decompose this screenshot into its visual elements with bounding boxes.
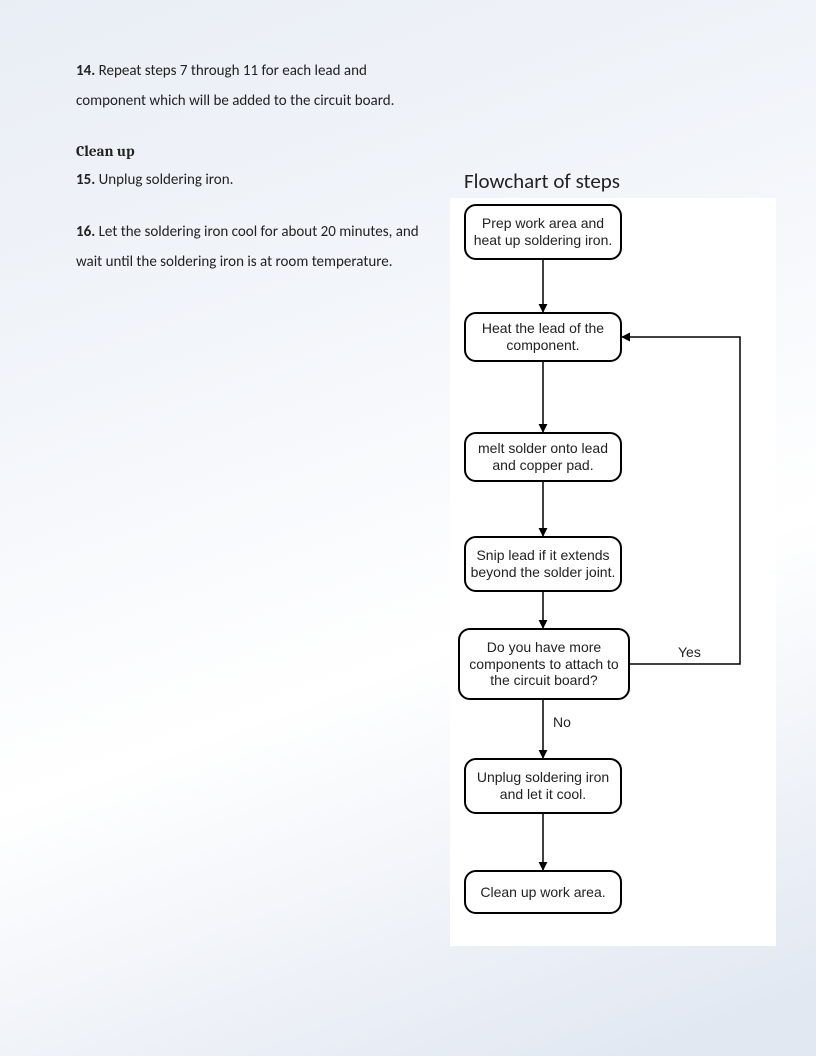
- flow-edge: [622, 337, 740, 664]
- cleanup-heading: Clean up: [76, 138, 436, 165]
- flow-edge-label: No: [553, 714, 571, 730]
- step-14-number: 14.: [76, 62, 95, 80]
- flowchart: No Yes Prep work area and heat up solderin…: [450, 198, 776, 946]
- step-16: 16. Let the soldering iron cool for abou…: [76, 217, 436, 277]
- flow-node-n2: Heat the lead of the component.: [464, 312, 622, 362]
- step-16-number: 16.: [76, 223, 95, 241]
- step-14: 14. Repeat steps 7 through 11 for each l…: [76, 56, 436, 116]
- step-15: 15. Unplug soldering iron.: [76, 165, 436, 195]
- instructions-column: 14. Repeat steps 7 through 11 for each l…: [76, 56, 436, 277]
- flow-node-n6: Unplug soldering iron and let it cool.: [464, 758, 622, 814]
- flowchart-column: Flowchart of steps No Yes Prep work area a…: [450, 168, 780, 946]
- step-15-body: Unplug soldering iron.: [99, 171, 234, 189]
- flow-node-n1: Prep work area and heat up soldering iro…: [464, 204, 622, 260]
- flow-node-n7: Clean up work area.: [464, 870, 622, 914]
- step-15-number: 15.: [76, 171, 95, 189]
- page: 14. Repeat steps 7 through 11 for each l…: [0, 0, 816, 1056]
- flow-node-n3: melt solder onto lead and copper pad.: [464, 432, 622, 482]
- flow-edge-label: Yes: [678, 644, 701, 660]
- flow-node-n5: Do you have more components to attach to…: [458, 628, 630, 700]
- flow-node-n4: Snip lead if it extends beyond the solde…: [464, 536, 622, 592]
- step-14-body: Repeat steps 7 through 11 for each lead …: [76, 62, 394, 110]
- flowchart-title: Flowchart of steps: [464, 168, 780, 194]
- step-16-body: Let the soldering iron cool for about 20…: [76, 223, 419, 271]
